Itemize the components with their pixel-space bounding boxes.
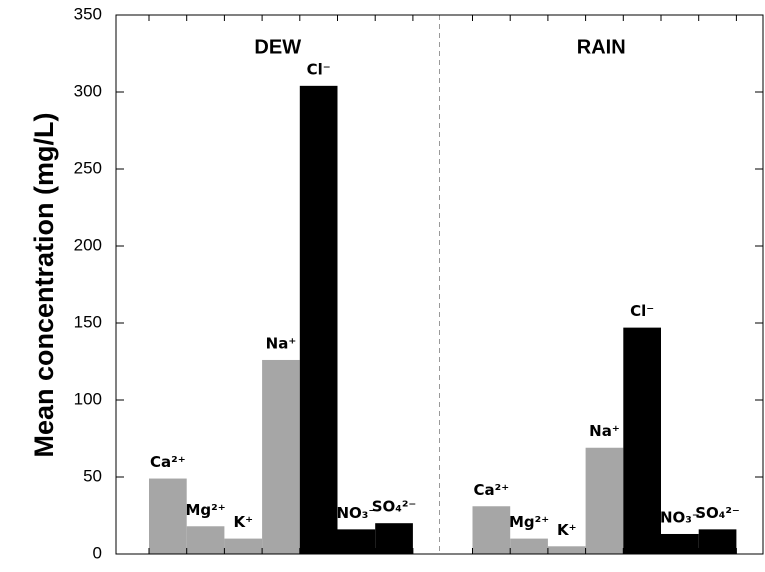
bar-label: NO₃⁻: [336, 504, 376, 522]
bar-label: SO₄²⁻: [695, 504, 740, 522]
bar-label: NO₃⁻: [660, 508, 700, 526]
bar: [623, 327, 661, 554]
y-tick-label: 350: [74, 4, 102, 23]
y-tick-label: 50: [83, 466, 102, 485]
y-tick-label: 0: [93, 543, 102, 562]
bar-label: K⁺: [557, 521, 577, 539]
panel-title: RAIN: [577, 36, 626, 58]
bar-label: Mg²⁺: [509, 513, 549, 531]
y-tick-label: 300: [74, 81, 102, 100]
bar-label: K⁺: [233, 513, 253, 531]
bar-label: Cl⁻: [307, 60, 331, 78]
y-tick-label: 100: [74, 389, 102, 408]
bar: [547, 546, 586, 554]
bar: [337, 529, 376, 554]
bar: [149, 478, 187, 554]
bar: [661, 533, 699, 554]
bar: [224, 538, 263, 554]
bar-label: Cl⁻: [630, 302, 654, 320]
y-tick-label: 200: [74, 235, 102, 254]
bar: [186, 526, 225, 554]
bar: [262, 359, 300, 554]
y-tick-label: 250: [74, 158, 102, 177]
bar-label: Na⁺: [589, 422, 620, 440]
bar: [299, 85, 338, 554]
bar: [472, 506, 511, 554]
bar-label: Mg²⁺: [185, 501, 225, 519]
panel-title: DEW: [254, 36, 301, 58]
y-axis-label: Mean concentration (mg/L): [29, 112, 59, 457]
bar-label: Na⁺: [266, 334, 297, 352]
plot-frame: [115, 14, 764, 555]
bar: [510, 538, 548, 554]
bar-label: Ca²⁺: [150, 453, 186, 471]
y-tick-label: 150: [74, 312, 102, 331]
bar: [375, 523, 413, 554]
bar: [585, 447, 624, 554]
bar-label: Ca²⁺: [474, 481, 510, 499]
bar: [698, 529, 737, 554]
bar-label: SO₄²⁻: [372, 498, 417, 516]
